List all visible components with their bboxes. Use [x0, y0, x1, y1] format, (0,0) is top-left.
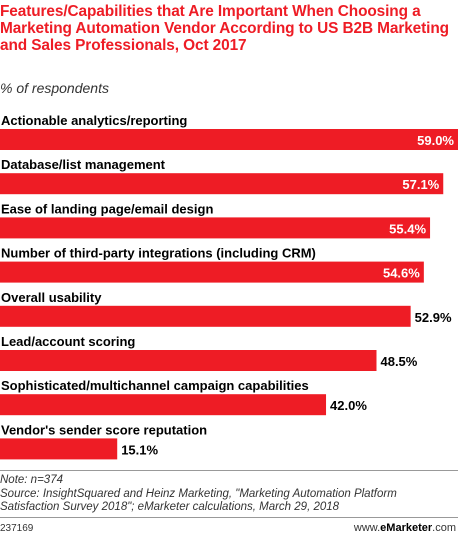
value-label: 48.5% — [380, 354, 417, 369]
value-label: 15.1% — [121, 442, 158, 457]
bar — [0, 129, 458, 150]
bar — [0, 350, 377, 371]
category-label: Vendor's sender score reputation — [1, 422, 207, 437]
bar — [0, 173, 444, 195]
value-label: 59.0% — [417, 133, 454, 148]
value-label: 52.9% — [415, 310, 452, 325]
brand-link[interactable]: www.eMarketer.com — [354, 522, 456, 534]
chart-id: 237169 — [0, 523, 34, 534]
value-label: 42.0% — [330, 398, 367, 413]
bar — [0, 261, 424, 283]
chart-subtitle: % of respondents — [0, 80, 109, 96]
value-label: 54.6% — [383, 266, 420, 281]
bar — [0, 394, 327, 416]
value-label: 57.1% — [402, 177, 439, 192]
value-label: 55.4% — [389, 221, 426, 236]
category-label: Overall usability — [1, 290, 102, 305]
bar-chart: Actionable analytics/reporting 59.0% Datab… — [0, 113, 458, 460]
bottom-divider — [0, 517, 458, 518]
footer-divider — [0, 470, 458, 471]
bar — [0, 217, 431, 239]
brand-suffix: .com — [432, 522, 456, 534]
category-label: Database/list management — [1, 157, 166, 172]
bar — [0, 438, 118, 460]
brand-prefix: www. — [353, 522, 381, 534]
category-label: Number of third-party integrations (incl… — [1, 246, 316, 261]
category-label: Actionable analytics/reporting — [1, 113, 187, 128]
chart-source: Source: InsightSquared and Heinz Marketi… — [0, 488, 397, 513]
chart-note: Note: n=374 — [0, 474, 63, 486]
category-label: Sophisticated/multichannel campaign capa… — [1, 378, 309, 393]
brand-name: eMarketer — [380, 522, 433, 534]
category-label: Ease of landing page/email design — [1, 201, 213, 216]
chart-title: Features/Capabilities that Are Important… — [0, 3, 449, 54]
category-label: Lead/account scoring — [1, 334, 135, 349]
bar — [0, 305, 411, 327]
